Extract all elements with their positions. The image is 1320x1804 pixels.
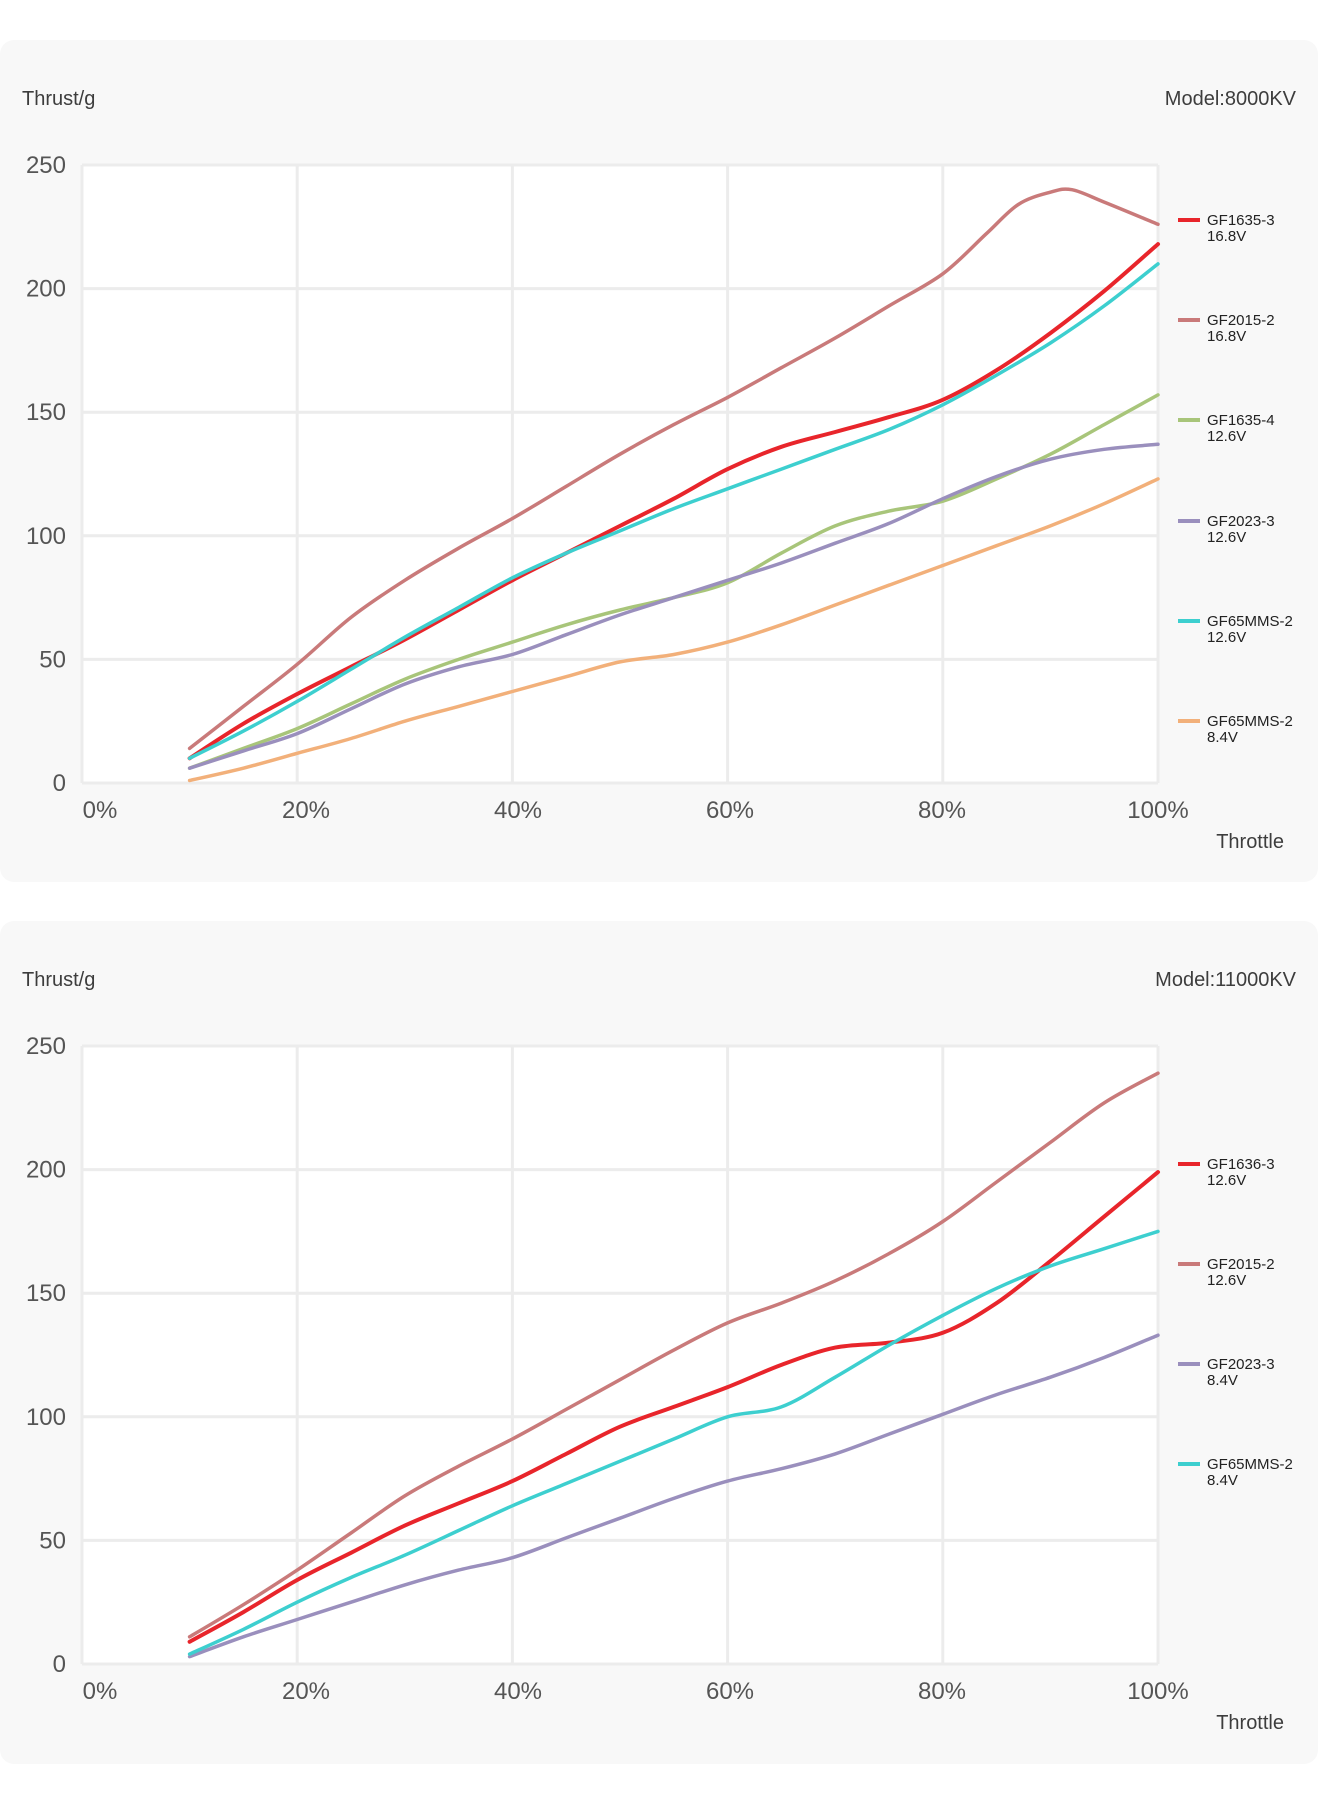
y-tick-label: 50 — [39, 1527, 66, 1554]
x-axis-label: Throttle — [1216, 831, 1284, 853]
thrust-chart-8000kv: 0 50 100 150 200 250 0% 20% 40% 60% 80% 100% Throttl… — [26, 152, 1293, 853]
legend-name: GF1635-4 — [1207, 412, 1275, 429]
series-line-2 — [187, 1071, 1160, 1639]
legend-voltage: 12.6V — [1207, 629, 1246, 646]
legend-item: GF2015-212.6V — [1178, 1256, 1275, 1289]
legend-voltage: 12.6V — [1207, 1172, 1246, 1189]
y-tick-label: 250 — [26, 1033, 66, 1060]
legend-voltage: 16.8V — [1207, 328, 1246, 345]
x-tick-label: 80% — [918, 797, 966, 824]
legend-item: GF65MMS-212.6V — [1178, 613, 1293, 646]
series-line-1 — [187, 242, 1160, 761]
series-line-3 — [187, 1333, 1160, 1659]
plot-area — [82, 165, 1158, 783]
legend-item: GF1636-312.6V — [1178, 1156, 1275, 1189]
x-axis-label: Throttle — [1216, 1712, 1284, 1734]
legend-item: GF2015-216.8V — [1178, 312, 1275, 345]
x-tick-label: 100% — [1127, 797, 1188, 824]
thrust-chart-11000kv: 0 50 100 150 200 250 0% 20% 40% 60% 80% 100% Throttl… — [26, 1033, 1293, 1734]
x-tick-label: 0% — [83, 797, 118, 824]
legend-item: GF65MMS-28.4V — [1178, 1456, 1293, 1489]
legend-name: GF1635-3 — [1207, 212, 1275, 229]
y-tick-label: 100 — [26, 523, 66, 550]
series-line-4 — [187, 442, 1160, 770]
legend-item: GF2023-38.4V — [1178, 1356, 1275, 1389]
x-tick-label: 40% — [494, 1678, 542, 1705]
series-line-6 — [187, 477, 1160, 783]
y-axis-label: Thrust/g — [22, 969, 96, 991]
x-tick-label: 60% — [706, 1678, 754, 1705]
legend-name: GF2023-3 — [1207, 513, 1275, 530]
legend-name: GF2015-2 — [1207, 1256, 1275, 1273]
x-tick-label: 80% — [918, 1678, 966, 1705]
series-line-1 — [187, 1170, 1160, 1644]
y-tick-label: 250 — [26, 152, 66, 179]
legend-name: GF2023-3 — [1207, 1356, 1275, 1373]
y-tick-label: 200 — [26, 276, 66, 303]
model-label: Model:8000KV — [1164, 88, 1296, 110]
series-line-5 — [187, 262, 1160, 761]
legend-voltage: 8.4V — [1207, 729, 1238, 746]
legend-name: GF2015-2 — [1207, 312, 1275, 329]
legend-item: GF2023-312.6V — [1178, 513, 1275, 546]
y-tick-label: 0 — [53, 1651, 66, 1678]
legend-name: GF65MMS-2 — [1207, 713, 1293, 730]
y-tick-label: 0 — [53, 770, 66, 797]
legend-voltage: 12.6V — [1207, 529, 1246, 546]
legend-item: GF65MMS-28.4V — [1178, 713, 1293, 746]
x-tick-label: 40% — [494, 797, 542, 824]
chart-panel-11000kv: Thrust/g Model:11000KV 0 50 100 150 200 250 0%… — [0, 921, 1318, 1764]
x-tick-label: 100% — [1127, 1678, 1188, 1705]
chart-panel-8000kv: Thrust/g Model:8000KV 0 50 100 150 200 250 0% 2… — [0, 40, 1318, 882]
y-tick-label: 100 — [26, 1404, 66, 1431]
y-tick-label: 50 — [39, 646, 66, 673]
plot-area — [82, 1046, 1158, 1664]
legend-item: GF1635-412.6V — [1178, 412, 1275, 445]
legend-name: GF65MMS-2 — [1207, 613, 1293, 630]
legend-voltage: 12.6V — [1207, 428, 1246, 445]
y-axis-label: Thrust/g — [22, 88, 96, 110]
model-label: Model:11000KV — [1155, 969, 1296, 991]
x-tick-label: 60% — [706, 797, 754, 824]
y-tick-label: 150 — [26, 1280, 66, 1307]
legend-voltage: 8.4V — [1207, 1472, 1238, 1489]
legend-item: GF1635-316.8V — [1178, 212, 1275, 245]
series-line-2 — [187, 187, 1160, 751]
series-line-4 — [187, 1229, 1160, 1656]
x-tick-label: 0% — [83, 1678, 118, 1705]
y-tick-label: 200 — [26, 1157, 66, 1184]
legend-voltage: 8.4V — [1207, 1372, 1238, 1389]
legend-voltage: 16.8V — [1207, 228, 1246, 245]
legend-name: GF1636-3 — [1207, 1156, 1275, 1173]
y-tick-label: 150 — [26, 399, 66, 426]
legend-voltage: 12.6V — [1207, 1272, 1246, 1289]
x-tick-label: 20% — [282, 797, 330, 824]
legend-name: GF65MMS-2 — [1207, 1456, 1293, 1473]
x-tick-label: 20% — [282, 1678, 330, 1705]
